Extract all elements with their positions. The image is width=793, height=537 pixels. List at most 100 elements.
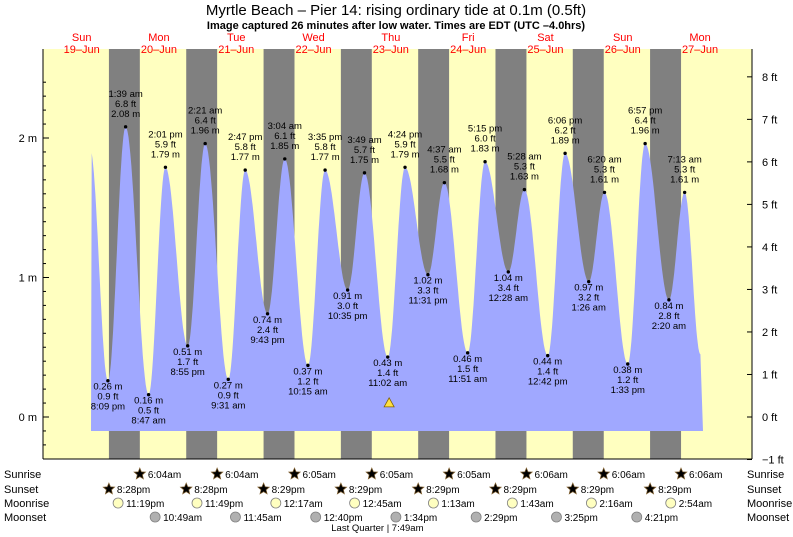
tide-point (465, 351, 470, 355)
tide-point (106, 379, 110, 383)
sun-moon-rows: Sunrise Sunrise 6:04am 6:04am 6:05am 6:05am 6:… (4, 467, 792, 534)
day-name: Tue (227, 32, 246, 44)
tide-label: 0.84 m (654, 301, 683, 312)
tide-label: 6.4 ft (635, 116, 656, 127)
tide-label: 11:51 am (448, 374, 487, 385)
sunrise-time: 6:05am (302, 470, 335, 481)
tide-label: 10:35 pm (328, 311, 368, 322)
moonrise-time: 11:19pm (126, 499, 164, 510)
right-tick-label: 0 ft (762, 412, 777, 424)
tide-point (483, 160, 487, 164)
tide-label: 0.5 ft (138, 406, 159, 417)
moonset-icon (149, 511, 161, 523)
moonset-icon (551, 511, 562, 523)
moon-phase-label: Last Quarter | 7:49am (331, 523, 423, 534)
sunrise-time: 6:04am (225, 470, 258, 481)
right-tick-label: 2 ft (762, 327, 777, 339)
tide-label: 4:24 pm (388, 129, 422, 140)
sunrise-icon (287, 467, 302, 480)
tide-point (265, 312, 270, 316)
moonset-icon (310, 511, 322, 523)
sunrise-row-label-left: Sunrise (4, 469, 41, 481)
tide-label: 2:01 pm (148, 129, 182, 140)
sunset-icon (334, 482, 348, 495)
tide-label: 1.75 m (350, 155, 379, 166)
day-name: Sun (613, 32, 633, 44)
sunset-icon (179, 482, 193, 495)
moonset-icon (390, 511, 402, 523)
sunset-time: 8:29pm (503, 485, 536, 496)
moonrise-row-label-right: Moonrise (747, 498, 792, 510)
moonset-time: 4:21pm (645, 513, 678, 524)
tide-area (91, 126, 703, 432)
tide-label: 1.7 ft (177, 357, 198, 368)
sunrise-row-label-right: Sunrise (747, 469, 784, 481)
tide-label: 5:15 pm (468, 124, 502, 135)
tide-label: 2.8 ft (658, 311, 679, 322)
moonrise-icon (428, 497, 439, 509)
sunrise-time: 6:04am (148, 470, 181, 481)
left-tick-label: 0 m (19, 412, 37, 424)
sunset-time: 8:29pm (349, 485, 382, 496)
sunset-time: 8:29pm (658, 485, 691, 496)
sunset-time: 8:28pm (194, 485, 227, 496)
day-date: 24–Jun (450, 44, 486, 56)
moonset-row-label-left: Moonset (4, 512, 46, 524)
tide-label: 5.7 ft (354, 145, 375, 156)
day-name: Wed (302, 32, 324, 44)
sunrise-icon (365, 467, 379, 480)
right-tick-label: 3 ft (762, 284, 777, 296)
tide-label: 1.79 m (390, 149, 419, 160)
tide-label: 0.97 m (574, 283, 603, 294)
tide-label: 1.2 ft (297, 376, 318, 387)
tide-label: 11:31 pm (408, 296, 447, 307)
moonset-icon (230, 511, 241, 523)
moonrise-time: 2:54am (679, 499, 712, 510)
tide-label: 2.08 m (111, 109, 140, 120)
sunrise-time: 6:06am (534, 470, 567, 481)
chart-subtitle: Image captured 26 minutes after low wate… (207, 20, 586, 32)
tide-label: 2:47 pm (228, 132, 262, 143)
tide-label: 8:09 pm (91, 402, 125, 413)
tide-label: 12:42 pm (528, 377, 568, 388)
tide-label: 1.83 m (471, 144, 500, 155)
tide-label: 1.61 m (590, 174, 619, 185)
tide-point (163, 165, 168, 169)
tide-label: 9:43 pm (250, 335, 284, 346)
axes: 0 m 1 m 2 m −1 ft 0 ft 1 ft 2 ft 3 ft 4 ft 5 ft 6 … (19, 49, 784, 467)
tide-label: 1.2 ft (617, 375, 638, 386)
tide-label: 1:33 pm (611, 385, 645, 396)
tide-label: 1.5 ft (457, 364, 478, 375)
sunrise-icon (519, 467, 534, 480)
tide-label: 5.9 ft (155, 139, 176, 150)
tide-label: 3.2 ft (578, 293, 599, 304)
day-date: 27–Jun (682, 44, 718, 56)
day-date: 26–Jun (605, 44, 641, 56)
moonrise-row-label-left: Moonrise (4, 498, 49, 510)
tide-point (243, 168, 247, 172)
tide-point (546, 353, 550, 358)
tide-point (203, 141, 207, 146)
moonset-time: 3:25pm (564, 513, 597, 524)
tide-label: 8:47 am (131, 416, 165, 427)
right-tick-label: 7 ft (762, 114, 777, 126)
moonrise-time: 12:45am (363, 499, 402, 510)
tide-point (506, 270, 511, 274)
moonrise-time: 1:13am (441, 499, 474, 510)
tide-point (345, 288, 350, 292)
sunrise-icon (442, 467, 456, 480)
tide-label: 1:39 am (108, 89, 142, 100)
day-name: Thu (381, 32, 400, 44)
tide-point (323, 168, 327, 172)
sunset-row-label-right: Sunset (747, 484, 781, 496)
tide-label: 2:20 am (652, 321, 686, 332)
tide-point (643, 141, 647, 146)
tide-label: 7:13 am (667, 154, 701, 165)
tide-label: 0.91 m (333, 291, 362, 302)
day-name: Sun (72, 32, 92, 44)
sunset-time: 8:29pm (581, 485, 614, 496)
sunset-time: 8:28pm (117, 485, 150, 496)
tide-label: 1.68 m (430, 165, 459, 176)
tide-label: 0.26 m (93, 382, 122, 393)
